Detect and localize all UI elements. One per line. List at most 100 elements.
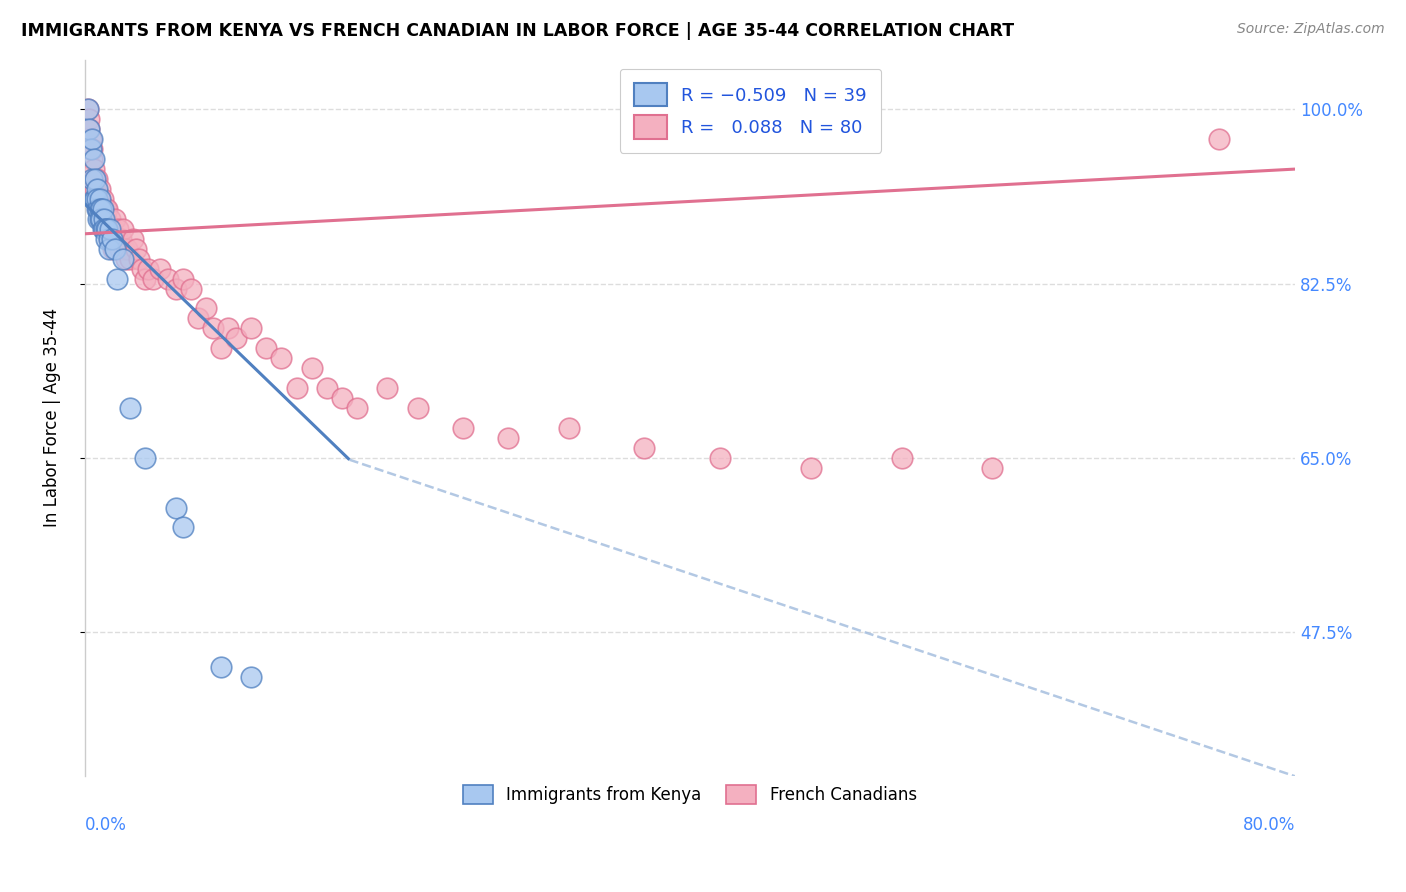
Point	[89, 211, 111, 226]
Point	[94, 202, 117, 216]
Point	[981, 460, 1004, 475]
Point	[93, 222, 115, 236]
Text: 80.0%: 80.0%	[1243, 816, 1295, 834]
Point	[83, 192, 105, 206]
Point	[77, 122, 100, 136]
Point	[156, 271, 179, 285]
Point	[100, 222, 122, 236]
Point	[89, 192, 111, 206]
Point	[82, 132, 104, 146]
Point	[1208, 132, 1230, 146]
Point	[142, 271, 165, 285]
Point	[90, 211, 112, 226]
Point	[498, 431, 520, 445]
Point	[83, 152, 105, 166]
Point	[82, 142, 104, 156]
Point	[89, 192, 111, 206]
Point	[101, 232, 124, 246]
Point	[115, 242, 138, 256]
Point	[77, 122, 100, 136]
Point	[80, 132, 103, 146]
Point	[105, 271, 128, 285]
Point	[83, 162, 105, 177]
Point	[890, 450, 912, 465]
Point	[93, 222, 115, 236]
Point	[134, 271, 156, 285]
Point	[91, 202, 114, 216]
Point	[194, 301, 217, 316]
Point	[180, 281, 202, 295]
Point	[112, 242, 135, 256]
Point	[97, 222, 120, 236]
Point	[240, 321, 263, 335]
Point	[406, 401, 429, 415]
Point	[131, 261, 153, 276]
Point	[330, 391, 353, 405]
Point	[225, 331, 247, 345]
Point	[375, 381, 398, 395]
Point	[87, 211, 110, 226]
Point	[633, 441, 655, 455]
Point	[80, 142, 103, 156]
Legend: Immigrants from Kenya, French Canadians: Immigrants from Kenya, French Canadians	[456, 779, 924, 811]
Point	[86, 192, 108, 206]
Point	[172, 520, 194, 534]
Point	[103, 242, 125, 256]
Point	[149, 261, 172, 276]
Point	[122, 232, 145, 246]
Point	[240, 670, 263, 684]
Point	[100, 222, 122, 236]
Point	[76, 103, 98, 117]
Point	[87, 202, 110, 216]
Point	[90, 202, 112, 216]
Point	[86, 202, 108, 216]
Point	[89, 202, 111, 216]
Point	[451, 421, 474, 435]
Text: Source: ZipAtlas.com: Source: ZipAtlas.com	[1237, 22, 1385, 37]
Point	[84, 192, 107, 206]
Point	[91, 202, 114, 216]
Point	[172, 271, 194, 285]
Point	[315, 381, 337, 395]
Point	[96, 202, 118, 216]
Point	[165, 500, 187, 515]
Point	[97, 242, 120, 256]
Point	[108, 242, 131, 256]
Point	[301, 361, 323, 376]
Point	[134, 450, 156, 465]
Point	[217, 321, 239, 335]
Point	[89, 182, 111, 196]
Point	[114, 252, 136, 266]
Point	[77, 112, 100, 127]
Point	[187, 311, 209, 326]
Point	[86, 172, 108, 186]
Point	[285, 381, 308, 395]
Point	[800, 460, 823, 475]
Point	[202, 321, 225, 335]
Point	[120, 401, 142, 415]
Point	[111, 252, 134, 266]
Point	[125, 242, 148, 256]
Point	[128, 252, 150, 266]
Point	[91, 222, 114, 236]
Point	[94, 222, 117, 236]
Point	[105, 232, 128, 246]
Point	[101, 232, 124, 246]
Point	[86, 182, 108, 196]
Point	[97, 232, 120, 246]
Point	[83, 172, 105, 186]
Y-axis label: In Labor Force | Age 35-44: In Labor Force | Age 35-44	[44, 309, 60, 527]
Point	[709, 450, 731, 465]
Point	[107, 222, 129, 236]
Point	[87, 192, 110, 206]
Text: IMMIGRANTS FROM KENYA VS FRENCH CANADIAN IN LABOR FORCE | AGE 35-44 CORRELATION : IMMIGRANTS FROM KENYA VS FRENCH CANADIAN…	[21, 22, 1014, 40]
Point	[84, 172, 107, 186]
Point	[94, 211, 117, 226]
Text: 0.0%: 0.0%	[84, 816, 127, 834]
Point	[93, 211, 115, 226]
Point	[84, 172, 107, 186]
Point	[96, 222, 118, 236]
Point	[209, 341, 232, 355]
Point	[94, 232, 117, 246]
Point	[91, 192, 114, 206]
